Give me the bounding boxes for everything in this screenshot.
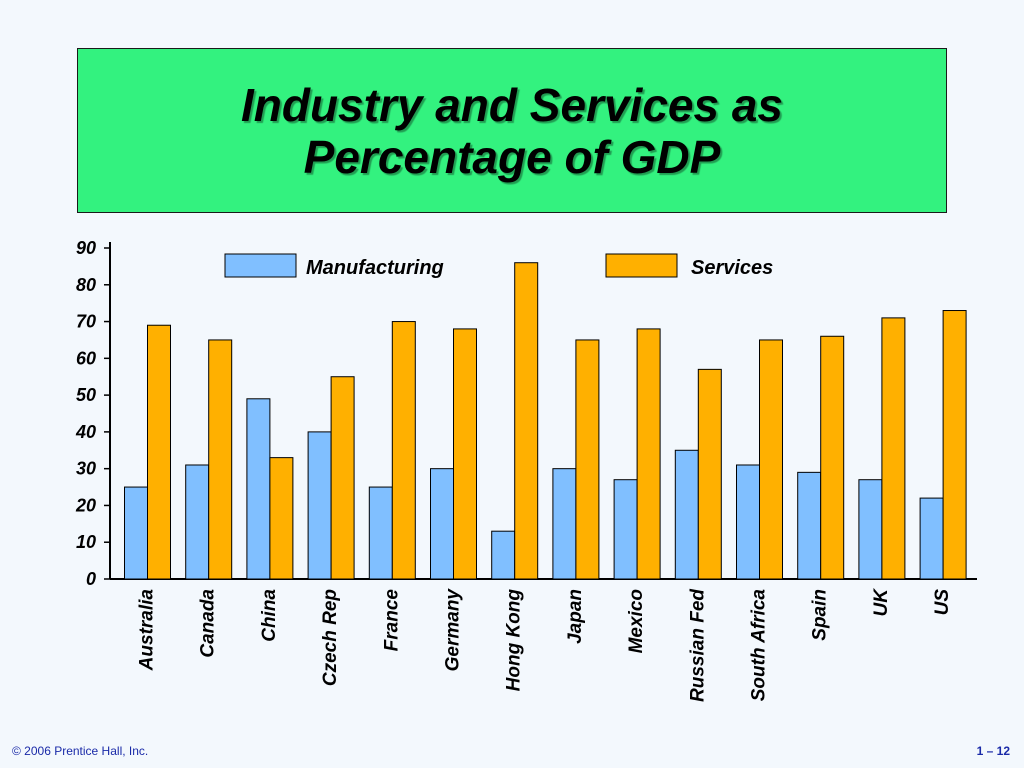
bar-services (208, 339, 233, 580)
x-tick-label: South Africa (749, 589, 770, 702)
y-tick-label: 70 (76, 312, 96, 332)
bar-manufacturing (246, 398, 271, 580)
x-tick-label: Spain (810, 589, 831, 641)
bar-manufacturing (491, 530, 516, 580)
bar-manufacturing (858, 479, 883, 580)
bar-services (636, 328, 661, 580)
slide-number: 1 – 12 (976, 744, 1010, 758)
copyright-text: © 2006 Prentice Hall, Inc. (12, 744, 149, 758)
bar-manufacturing (185, 464, 210, 580)
bar-services (453, 328, 477, 580)
title-line-1: Industry and Services as (240, 78, 784, 131)
bar-services (575, 339, 600, 580)
bar-services (514, 262, 539, 580)
bar-services (881, 317, 906, 580)
bar-manufacturing (307, 431, 332, 580)
y-tick-label: 60 (76, 348, 96, 368)
x-tick-label: China (259, 589, 280, 642)
x-tick-label: Germany (443, 588, 464, 672)
x-tick-label: Mexico (626, 589, 647, 653)
bar-manufacturing (613, 479, 638, 580)
legend-swatch (224, 253, 297, 278)
x-tick-label: Hong Kong (504, 589, 525, 692)
bar-manufacturing (552, 468, 577, 580)
y-tick-label: 80 (76, 275, 96, 295)
y-tick-label: 30 (76, 459, 96, 479)
x-tick-label: France (381, 589, 402, 652)
bar-services (330, 376, 355, 580)
x-tick-label: Czech Rep (320, 589, 341, 686)
bar-manufacturing (368, 486, 393, 580)
y-tick-label: 20 (75, 495, 96, 515)
y-tick-label: 50 (76, 385, 96, 405)
legend-label: Manufacturing (306, 257, 444, 279)
y-tick-label: 90 (76, 238, 96, 258)
x-tick-label: Australia (137, 589, 158, 672)
bar-manufacturing (797, 471, 822, 580)
bar-manufacturing (430, 468, 454, 580)
bar-services (147, 324, 171, 580)
x-tick-label: Canada (198, 589, 219, 658)
legend-swatch (605, 253, 678, 278)
bar-services (391, 321, 416, 580)
bar-services (697, 368, 722, 580)
title-box: Industry and Services as Percentage of G… (77, 48, 947, 213)
y-tick-label: 10 (76, 532, 96, 552)
x-tick-label: US (932, 589, 953, 616)
x-tick-label: Russian Fed (687, 589, 708, 702)
y-tick-label: 0 (86, 569, 96, 589)
bar-manufacturing (124, 486, 148, 580)
bar-services (759, 339, 783, 580)
bar-manufacturing (919, 497, 944, 580)
legend-label: Services (691, 257, 773, 279)
bar-manufacturing (736, 464, 760, 580)
x-tick-label: UK (871, 588, 892, 617)
bar-services (820, 335, 845, 580)
y-tick-label: 40 (75, 422, 96, 442)
x-tick-label: Japan (565, 589, 586, 644)
bar-services (942, 310, 967, 580)
bar-services (269, 457, 294, 580)
title-line-2: Percentage of GDP (303, 130, 721, 183)
bar-manufacturing (674, 449, 699, 580)
